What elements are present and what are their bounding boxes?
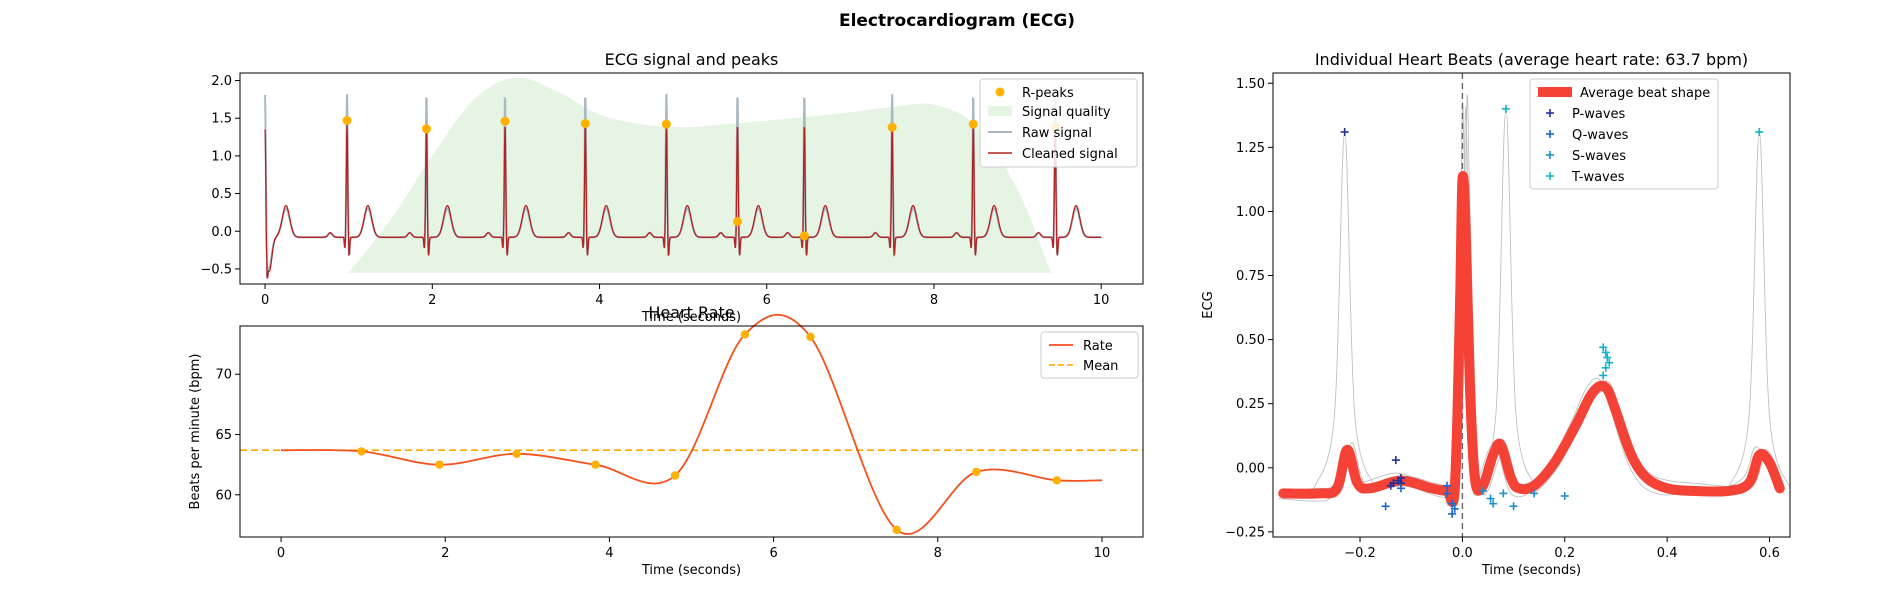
y-tick-label: 1.0 <box>211 149 232 164</box>
signal-quality-area <box>348 77 1051 273</box>
x-tick-label: 8 <box>934 546 942 561</box>
individual-beat-line <box>1284 195 1782 501</box>
legend-label: Q-waves <box>1572 128 1629 143</box>
y-tick-label: 1.50 <box>1236 77 1265 92</box>
axes-frame <box>239 325 1144 538</box>
individual-beat-line <box>1728 131 1791 489</box>
x-tick-label: 6 <box>769 546 777 561</box>
x-tick-label: 0 <box>277 546 285 561</box>
r-peak-point <box>421 124 431 134</box>
y-axis-label: ECG <box>1201 291 1216 318</box>
x-tick-label: 0.6 <box>1759 546 1780 561</box>
rate-point <box>357 447 366 456</box>
x-axis-label: Time (seconds) <box>1481 563 1581 578</box>
x-tick-label: 0 <box>261 293 269 308</box>
rate-point <box>591 460 600 469</box>
r-peak-point <box>661 119 671 129</box>
y-axis-label: Beats per minute (bpm) <box>188 354 203 510</box>
heart-rate-plot: 0 2 4 6 8 10 60 65 70 Time (seconds) Beats per min… <box>188 303 1144 578</box>
x-tick-label: −0.2 <box>1344 546 1376 561</box>
y-tick-label: 65 <box>215 428 232 443</box>
individual-beat-line <box>1313 131 1376 489</box>
legend-label: Average beat shape <box>1580 86 1710 101</box>
legend-label: P-waves <box>1572 107 1626 122</box>
x-tick-label: 2 <box>428 293 436 308</box>
x-tick-label: 10 <box>1093 293 1110 308</box>
y-tick-label: 70 <box>215 368 232 383</box>
y-tick-label: 60 <box>215 488 232 503</box>
x-axis-label: Time (seconds) <box>641 563 741 578</box>
y-tick-label: 1.5 <box>211 112 232 127</box>
rate-point <box>512 449 521 459</box>
y-tick-label: 2.0 <box>211 74 232 89</box>
rate-point <box>1052 476 1062 485</box>
x-tick-label: 2 <box>441 546 449 561</box>
y-tick-label: 1.25 <box>1236 141 1265 156</box>
x-tick-label: 0.2 <box>1554 546 1575 561</box>
rate-point <box>435 460 444 469</box>
r-peak-point <box>968 119 978 129</box>
x-tick-label: 8 <box>930 293 938 308</box>
r-peak-point <box>580 118 590 128</box>
y-tick-label: 0.5 <box>211 187 232 202</box>
x-tick-label: 0.4 <box>1657 546 1678 561</box>
legend-quality-swatch <box>988 106 1012 116</box>
legend-rpeak-marker <box>995 87 1005 97</box>
rate-point <box>670 471 680 480</box>
r-peak-point <box>887 122 897 132</box>
legend-label: Raw signal <box>1022 126 1092 141</box>
y-tick-label: 0.50 <box>1236 333 1265 348</box>
legend-label: S-waves <box>1572 149 1626 164</box>
x-axis-label: Time (seconds) <box>641 310 741 325</box>
legend-frame <box>1040 331 1139 379</box>
individual-beat-line <box>1281 195 1779 506</box>
axes-title: Individual Heart Beats (average heart ra… <box>1315 50 1748 69</box>
x-tick-label: 6 <box>763 293 771 308</box>
legend-label: R-peaks <box>1022 86 1074 101</box>
y-tick-label: −0.25 <box>1225 525 1265 540</box>
figure-suptitle: Electrocardiogram (ECG) <box>839 11 1075 31</box>
legend-frame <box>1529 78 1719 190</box>
rate-point <box>972 467 981 477</box>
axes-title: Heart Rate <box>648 303 734 322</box>
x-tick-label: 4 <box>595 293 603 308</box>
legend-frame <box>979 78 1138 168</box>
ecg-signal-plot: 0 2 4 6 8 10 −0.5 0.0 0.5 1.0 1.5 2.0 Time (seconds)… <box>200 50 1144 325</box>
legend-label: Rate <box>1083 339 1113 354</box>
individual-beat-line <box>1283 196 1781 504</box>
r-peak-point <box>732 216 742 226</box>
y-tick-label: −0.5 <box>200 262 232 277</box>
y-tick-label: 0.25 <box>1236 397 1265 412</box>
y-tick-label: 1.00 <box>1236 205 1265 220</box>
y-tick-label: 0.00 <box>1236 461 1265 476</box>
r-peak-point <box>342 115 352 125</box>
cleaned-signal-line <box>264 124 1102 279</box>
rate-point <box>740 330 750 339</box>
r-peak-point <box>500 116 510 126</box>
legend-label: Signal quality <box>1022 105 1111 120</box>
individual-beat-line <box>1474 108 1538 489</box>
rate-point <box>806 332 815 342</box>
axes-frame <box>239 72 1144 285</box>
x-tick-label: 4 <box>605 546 613 561</box>
y-tick-label: 0.75 <box>1236 269 1265 284</box>
r-peak-point <box>799 231 809 241</box>
axes-frame <box>1272 72 1791 538</box>
legend-label: Mean <box>1083 359 1118 374</box>
x-tick-label: 10 <box>1094 546 1111 561</box>
legend-label: Cleaned signal <box>1022 147 1118 162</box>
rate-line <box>280 313 1103 535</box>
y-tick-label: 0.0 <box>211 225 232 240</box>
rate-point <box>892 525 901 534</box>
x-tick-label: 0.0 <box>1452 546 1473 561</box>
axes-title: ECG signal and peaks <box>605 50 779 69</box>
average-beat-line <box>1278 171 1785 508</box>
individual-beats-plot: −0.2 0.0 0.2 0.4 0.6 −0.25 0.00 0.25 0.50 0.75 1.0… <box>1201 50 1791 578</box>
legend-label: T-waves <box>1571 170 1625 185</box>
